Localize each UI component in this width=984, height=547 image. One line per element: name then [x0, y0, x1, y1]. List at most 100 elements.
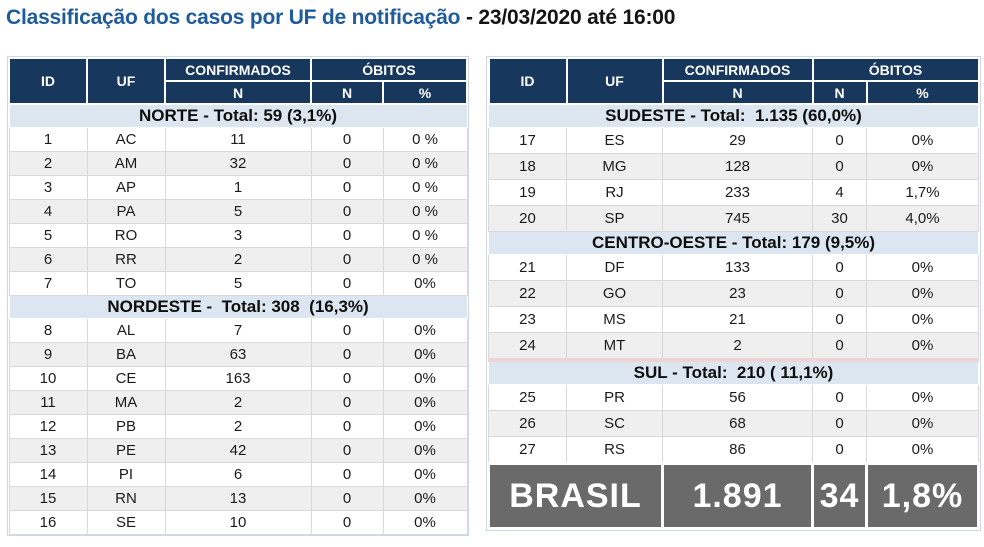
header-row-2: N N %	[489, 80, 980, 105]
col-subheader-obitos-pct: %	[865, 80, 980, 105]
cell-obitos-pct: 0%	[382, 462, 468, 487]
cell-obitos-n: 0	[310, 486, 384, 511]
cell-uf: RJ	[566, 179, 663, 206]
cell-confirmados: 21	[662, 306, 813, 333]
cell-obitos-n: 0	[812, 306, 867, 333]
cell-id: 11	[8, 390, 88, 415]
cell-obitos-pct: 0%	[865, 332, 980, 362]
region-band-row: SUDESTE - Total: 1.135 (60,0%)	[487, 103, 980, 128]
cell-confirmados: 10	[164, 510, 312, 535]
cell-uf: MS	[566, 306, 663, 333]
cell-confirmados: 32	[164, 151, 312, 176]
cell-obitos-n: 0	[310, 462, 384, 487]
cell-obitos-n: 0	[310, 151, 384, 176]
title-main: Classificação dos casos por UF de notifi…	[6, 6, 461, 29]
cell-confirmados: 7	[164, 318, 312, 343]
cell-uf: PI	[86, 462, 166, 487]
cell-obitos-n: 0	[310, 223, 384, 248]
brasil-obitos-pct: 1,8%	[864, 462, 981, 530]
cell-id: 7	[8, 271, 88, 296]
region-band-centro-oeste: CENTRO-OESTE - Total: 179 (9,5%)	[487, 231, 980, 255]
cell-obitos-n: 0	[812, 384, 867, 411]
cell-id: 1	[8, 127, 88, 152]
cell-obitos-pct: 0%	[382, 486, 468, 511]
cell-confirmados: 13	[164, 486, 312, 511]
cell-uf: PE	[86, 438, 166, 463]
cell-id: 26	[488, 410, 567, 437]
cell-obitos-n: 0	[310, 127, 384, 152]
cell-id: 5	[8, 223, 88, 248]
cell-obitos-n: 0	[812, 153, 867, 180]
cell-obitos-pct: 0 %	[382, 127, 468, 152]
header-row-1: ID UF CONFIRMADOS ÓBITOS	[487, 57, 980, 105]
cell-id: 21	[488, 254, 567, 281]
cell-obitos-pct: 1,7%	[865, 179, 980, 206]
cell-uf: RS	[566, 436, 663, 464]
cell-id: 15	[8, 486, 88, 511]
table-row: 10 CE 163 0 0%	[8, 366, 468, 391]
cell-confirmados: 2	[164, 390, 312, 415]
col-subheader-obitos-n: N	[310, 80, 384, 105]
cell-obitos-pct: 0 %	[382, 223, 468, 248]
cell-confirmados: 233	[662, 179, 813, 206]
cell-uf: ES	[566, 127, 663, 154]
cell-uf: RN	[86, 486, 166, 511]
cell-id: 8	[8, 318, 88, 343]
cell-obitos-pct: 0 %	[382, 247, 468, 272]
table-row: 5 RO 3 0 0 %	[8, 223, 468, 248]
cell-uf: PB	[86, 414, 166, 439]
cell-uf: AM	[86, 151, 166, 176]
header-row-1: ID UF CONFIRMADOS ÓBITOS	[8, 57, 469, 105]
cell-obitos-n: 0	[310, 271, 384, 296]
cell-obitos-pct: 0 %	[382, 151, 468, 176]
cell-uf: CE	[86, 366, 166, 391]
cell-obitos-n: 30	[812, 205, 867, 232]
brasil-obitos-n: 34	[811, 462, 868, 530]
cell-confirmados: 1	[164, 175, 312, 200]
cell-confirmados: 128	[662, 153, 813, 180]
region-band-sudeste: SUDESTE - Total: 1.135 (60,0%)	[487, 103, 980, 128]
col-subheader-confirmados-n: N	[164, 80, 312, 105]
cell-uf: AC	[86, 127, 166, 152]
cell-obitos-n: 0	[310, 390, 384, 415]
cell-id: 2	[8, 151, 88, 176]
col-header-uf: UF	[86, 57, 166, 105]
cell-confirmados: 6	[164, 462, 312, 487]
cell-uf: SP	[566, 205, 663, 232]
table-row: 17 ES 29 0 0%	[488, 127, 980, 154]
cell-uf: TO	[86, 271, 166, 296]
cell-confirmados: 5	[164, 271, 312, 296]
table-row: 26 SC 68 0 0%	[488, 410, 980, 437]
cell-confirmados: 5	[164, 199, 312, 224]
cell-confirmados: 42	[164, 438, 312, 463]
cell-id: 20	[488, 205, 567, 232]
region-band-row: SUL - Total: 210 ( 11,1%)	[487, 359, 980, 385]
col-subheader-confirmados-n: N	[661, 80, 814, 105]
table-row: 13 PE 42 0 0%	[8, 438, 468, 463]
cell-id: 12	[8, 414, 88, 439]
table-row: 25 PR 56 0 0%	[488, 384, 980, 411]
col-header-uf: UF	[565, 57, 664, 105]
table-row: 1 AC 11 0 0 %	[8, 127, 468, 152]
cell-obitos-pct: 0%	[865, 280, 980, 307]
brasil-total-row: BRASIL 1.891 34 1,8%	[487, 462, 981, 530]
cell-id: 17	[488, 127, 567, 154]
cell-id: 23	[488, 306, 567, 333]
col-header-confirmados: CONFIRMADOS	[661, 57, 814, 82]
cell-uf: GO	[566, 280, 663, 307]
col-subheader-obitos-pct: %	[381, 80, 469, 105]
cell-uf: SE	[86, 510, 166, 535]
cell-id: 13	[8, 438, 88, 463]
brasil-confirmados: 1.891	[661, 462, 814, 530]
cell-obitos-pct: 0%	[865, 153, 980, 180]
cell-obitos-n: 0	[812, 410, 867, 437]
cell-uf: BA	[86, 342, 166, 367]
cell-confirmados: 68	[662, 410, 813, 437]
col-header-obitos: ÓBITOS	[309, 57, 469, 82]
cell-uf: AL	[86, 318, 166, 343]
cell-uf: RO	[86, 223, 166, 248]
cell-confirmados: 11	[164, 127, 312, 152]
region-band-nordeste: NORDESTE - Total: 308 (16,3%)	[8, 295, 468, 319]
cell-obitos-n: 0	[310, 510, 384, 535]
cell-obitos-n: 0	[310, 175, 384, 200]
